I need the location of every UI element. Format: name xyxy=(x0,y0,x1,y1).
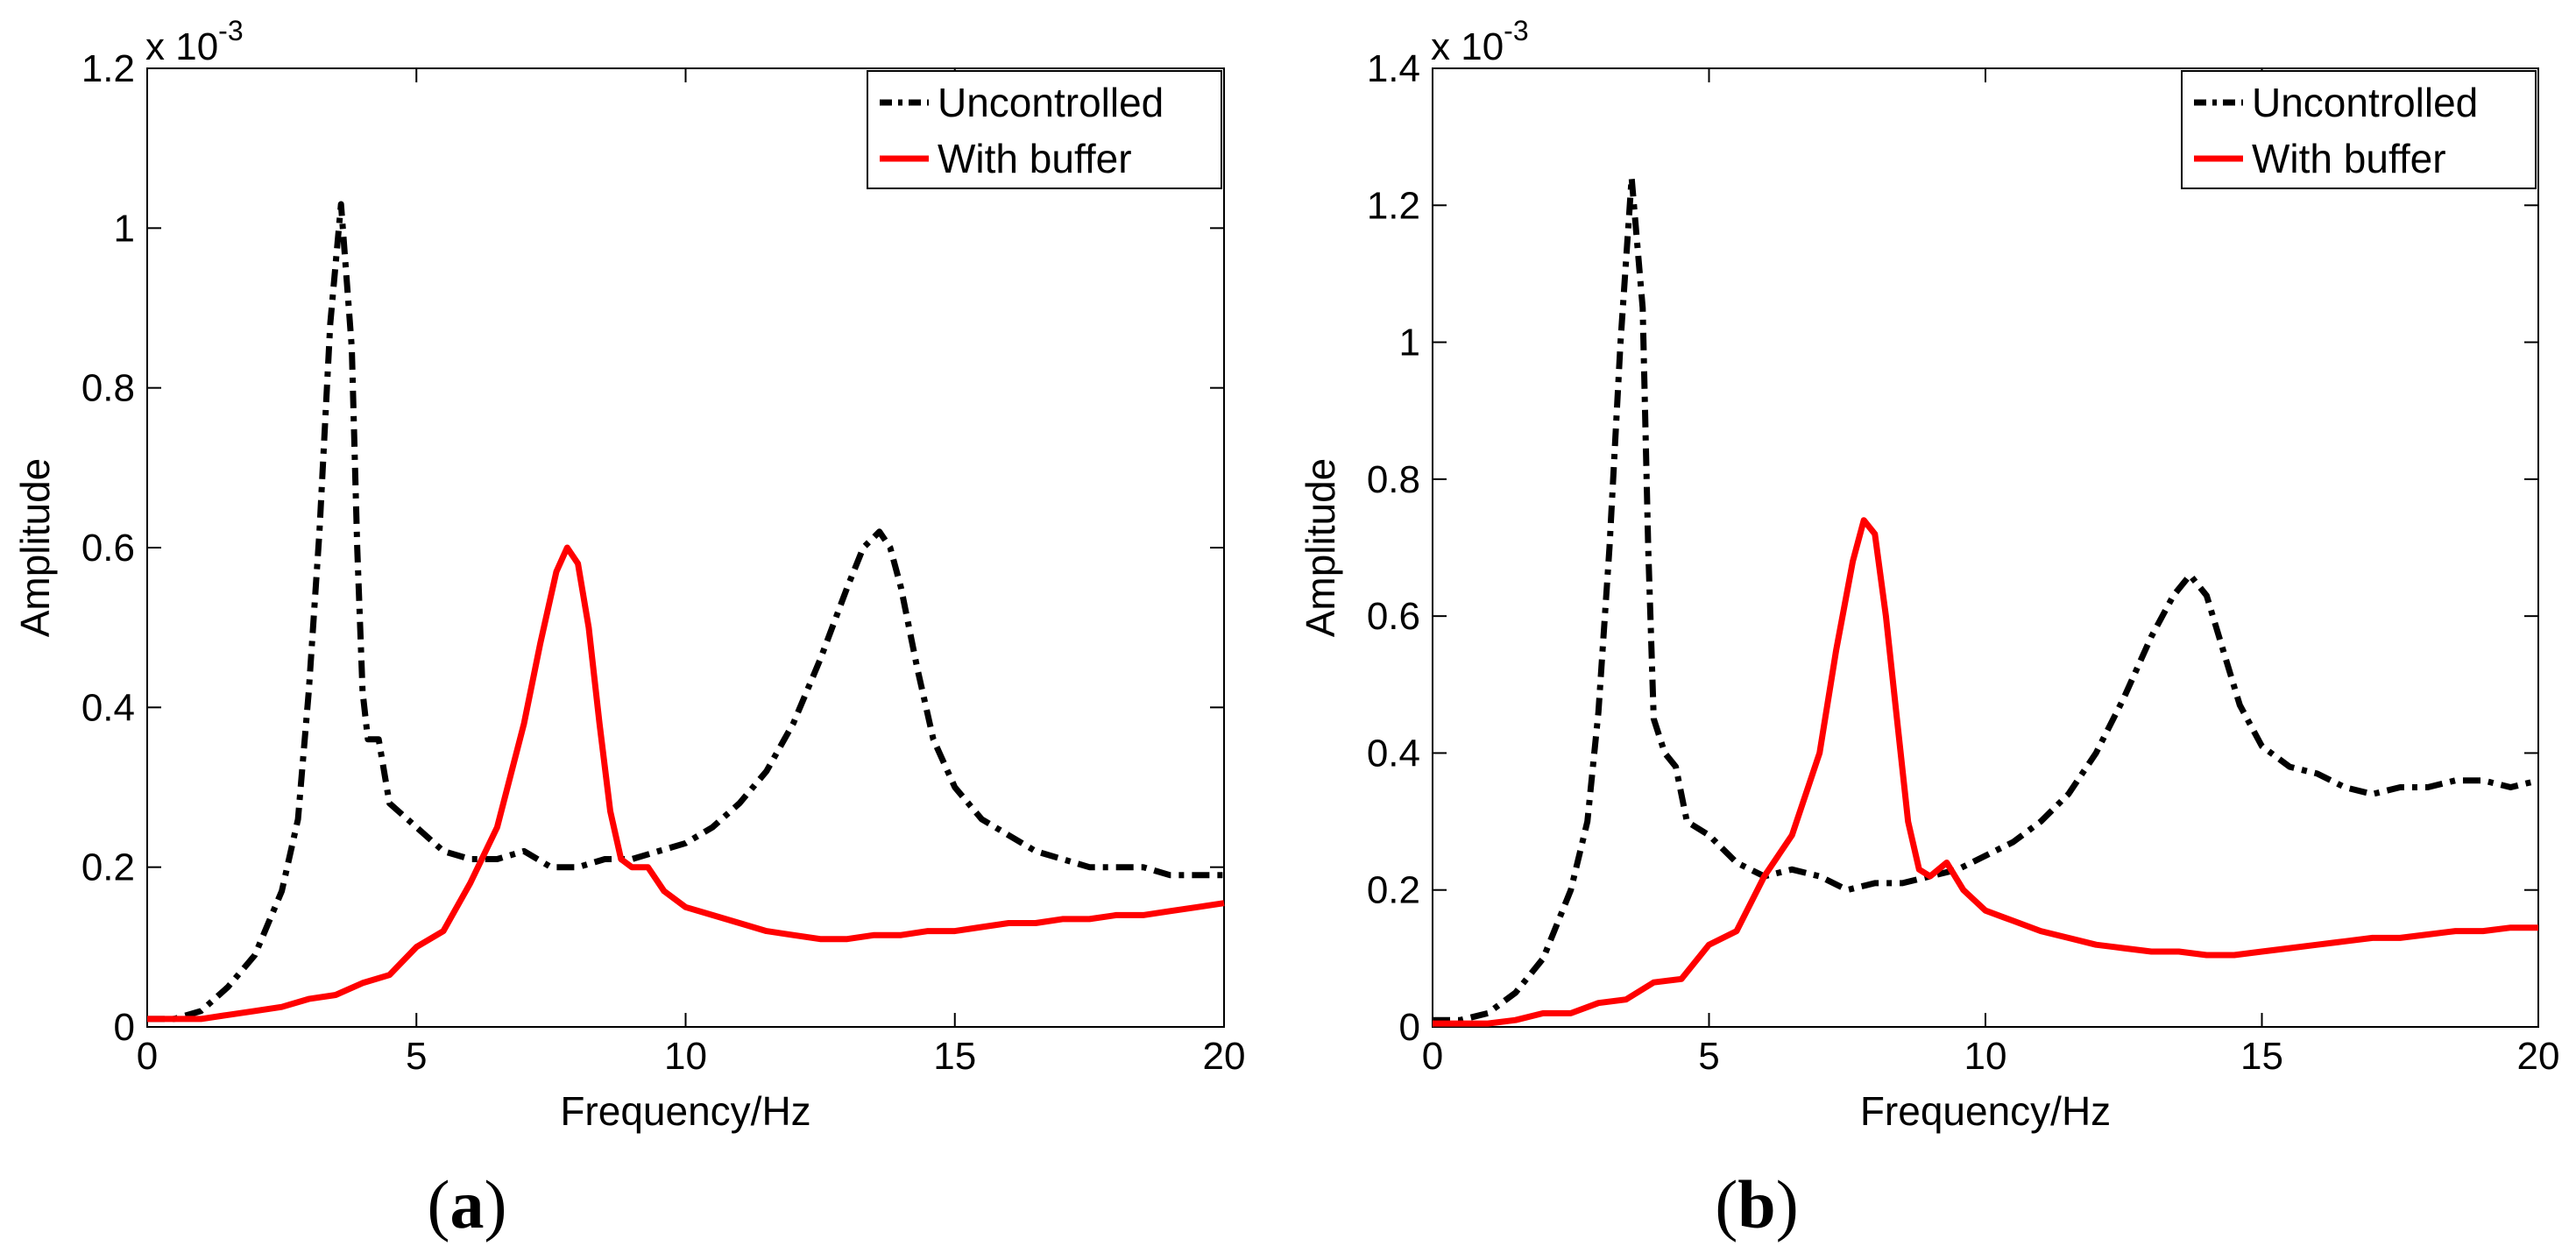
panel-caption-a: (a) xyxy=(427,1166,507,1242)
panel-label-a: a xyxy=(449,1166,485,1242)
panel-caption-b: (b) xyxy=(1715,1166,1799,1242)
legend-label-uncontrolled-a: Uncontrolled xyxy=(938,80,1164,125)
plot-frame-a xyxy=(146,67,1225,1028)
y-tick-label-a: 0.4 xyxy=(81,686,135,729)
x-tick-label-b: 15 xyxy=(2240,1035,2283,1078)
x-axis-title-a: Frequency/Hz xyxy=(560,1088,810,1134)
series-line-with-buffer-b xyxy=(1433,517,2538,1027)
x-tick-label-a: 0 xyxy=(137,1035,158,1078)
legend-label-uncontrolled-b: Uncontrolled xyxy=(2252,80,2478,125)
series-line-with-buffer-a xyxy=(147,544,1225,1023)
chart-b: 0 5 10 15 20 0 0.2 0.4 0.6 0.8 1 1.2 1.4 x 10-3 Freque… xyxy=(1298,15,2559,1134)
y-tick-label-a: 0.6 xyxy=(81,527,135,570)
y-tick-label-a: 1.2 xyxy=(81,47,135,90)
x-tick-label-a: 5 xyxy=(406,1035,427,1078)
x-axis-title-b: Frequency/Hz xyxy=(1860,1088,2111,1134)
legend-box-a xyxy=(867,70,1222,189)
y-tick-label-b: 1.4 xyxy=(1367,47,1420,90)
y-tick-label-a: 0.2 xyxy=(81,846,135,889)
legend-box-b xyxy=(2181,70,2537,189)
y-tick-label-b: 1.2 xyxy=(1367,184,1420,227)
x-tick-label-b: 5 xyxy=(1698,1035,1719,1078)
chart-a: 0 5 10 15 20 0 0.2 0.4 0.6 0.8 1 1.2x 10-3 Frequency… xyxy=(12,15,1245,1134)
panel-label-b: b xyxy=(1737,1166,1776,1242)
legend-label-with-buffer-a: With buffer xyxy=(938,136,1132,181)
y-tick-label-b: 0.2 xyxy=(1367,869,1420,912)
y-tick-label-a: 0 xyxy=(114,1006,135,1049)
y-tick-label-b: 0 xyxy=(1399,1006,1420,1049)
y-tick-label-b: 1 xyxy=(1399,322,1420,365)
y-tick-label-a: 1 xyxy=(114,207,135,250)
y-tick-label-b: 0.8 xyxy=(1367,458,1420,501)
y-tick-label-a: 0.8 xyxy=(81,367,135,410)
legend-label-with-buffer-b: With buffer xyxy=(2252,136,2446,181)
x-tick-label-b: 20 xyxy=(2517,1035,2560,1078)
x-tick-label-a: 15 xyxy=(933,1035,976,1078)
x-tick-label-a: 10 xyxy=(664,1035,707,1078)
x-tick-label-a: 20 xyxy=(1203,1035,1246,1078)
y-tick-label-b: 0.4 xyxy=(1367,732,1420,775)
x-tick-label-b: 0 xyxy=(1422,1035,1443,1078)
y-scale-label-a: x 10-3 xyxy=(145,15,244,68)
plot-frame-b xyxy=(1432,67,2539,1028)
y-axis-title-b: Amplitude xyxy=(1298,458,1343,638)
y-axis-title-a: Amplitude xyxy=(12,458,58,638)
series-line-uncontrolled-b xyxy=(1433,174,2539,1023)
x-tick-label-b: 10 xyxy=(1964,1035,2007,1078)
y-tick-label-b: 0.6 xyxy=(1367,595,1420,638)
series-line-uncontrolled-a xyxy=(147,201,1224,1023)
y-scale-label-b: x 10-3 xyxy=(1431,15,1529,68)
